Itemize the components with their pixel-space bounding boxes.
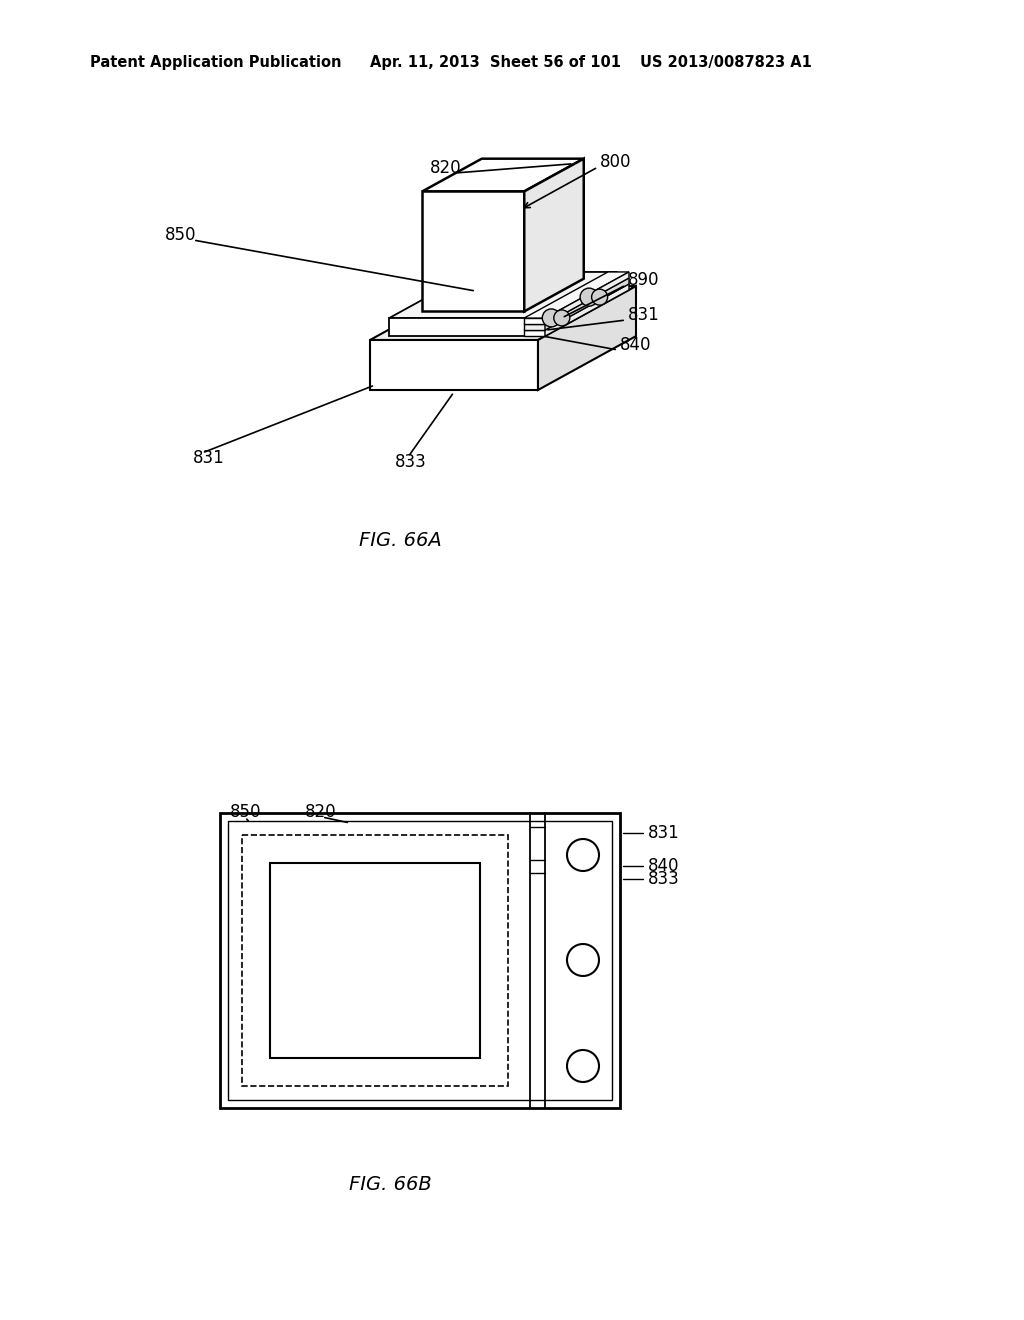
Text: FIG. 66B: FIG. 66B bbox=[348, 1176, 431, 1195]
Polygon shape bbox=[524, 284, 629, 330]
Circle shape bbox=[592, 289, 607, 305]
Polygon shape bbox=[370, 286, 636, 341]
Text: 890: 890 bbox=[628, 271, 659, 289]
Text: 820: 820 bbox=[430, 158, 462, 177]
Bar bbox=[270, 863, 480, 1059]
Bar bbox=[220, 813, 620, 1107]
Polygon shape bbox=[422, 191, 524, 312]
Circle shape bbox=[554, 310, 569, 326]
Text: 833: 833 bbox=[395, 453, 427, 471]
Text: US 2013/0087823 A1: US 2013/0087823 A1 bbox=[640, 54, 812, 70]
Circle shape bbox=[543, 309, 560, 327]
Polygon shape bbox=[524, 318, 545, 325]
Circle shape bbox=[581, 288, 598, 306]
Polygon shape bbox=[538, 286, 636, 389]
Text: 800: 800 bbox=[600, 153, 632, 172]
Text: 840: 840 bbox=[620, 337, 651, 354]
Polygon shape bbox=[545, 284, 629, 337]
Polygon shape bbox=[534, 272, 617, 337]
Polygon shape bbox=[524, 325, 545, 330]
Polygon shape bbox=[524, 279, 629, 325]
Polygon shape bbox=[389, 272, 617, 318]
Text: Apr. 11, 2013  Sheet 56 of 101: Apr. 11, 2013 Sheet 56 of 101 bbox=[370, 54, 621, 70]
Text: FIG. 66A: FIG. 66A bbox=[358, 531, 441, 549]
Text: 831: 831 bbox=[628, 306, 659, 323]
Polygon shape bbox=[524, 272, 629, 318]
Text: 850: 850 bbox=[230, 803, 261, 821]
Polygon shape bbox=[370, 341, 538, 389]
Bar bbox=[228, 821, 612, 1100]
Polygon shape bbox=[422, 158, 584, 191]
Text: 831: 831 bbox=[648, 824, 680, 842]
Text: 840: 840 bbox=[648, 857, 680, 875]
Polygon shape bbox=[545, 279, 629, 330]
Polygon shape bbox=[545, 272, 629, 325]
Text: 820: 820 bbox=[305, 803, 337, 821]
Text: 831: 831 bbox=[193, 449, 224, 467]
Text: Patent Application Publication: Patent Application Publication bbox=[90, 54, 341, 70]
Bar bbox=[242, 836, 508, 1086]
Text: 833: 833 bbox=[648, 870, 680, 888]
Text: 850: 850 bbox=[165, 226, 197, 244]
Polygon shape bbox=[524, 158, 584, 312]
Polygon shape bbox=[524, 330, 545, 337]
Polygon shape bbox=[389, 318, 534, 337]
